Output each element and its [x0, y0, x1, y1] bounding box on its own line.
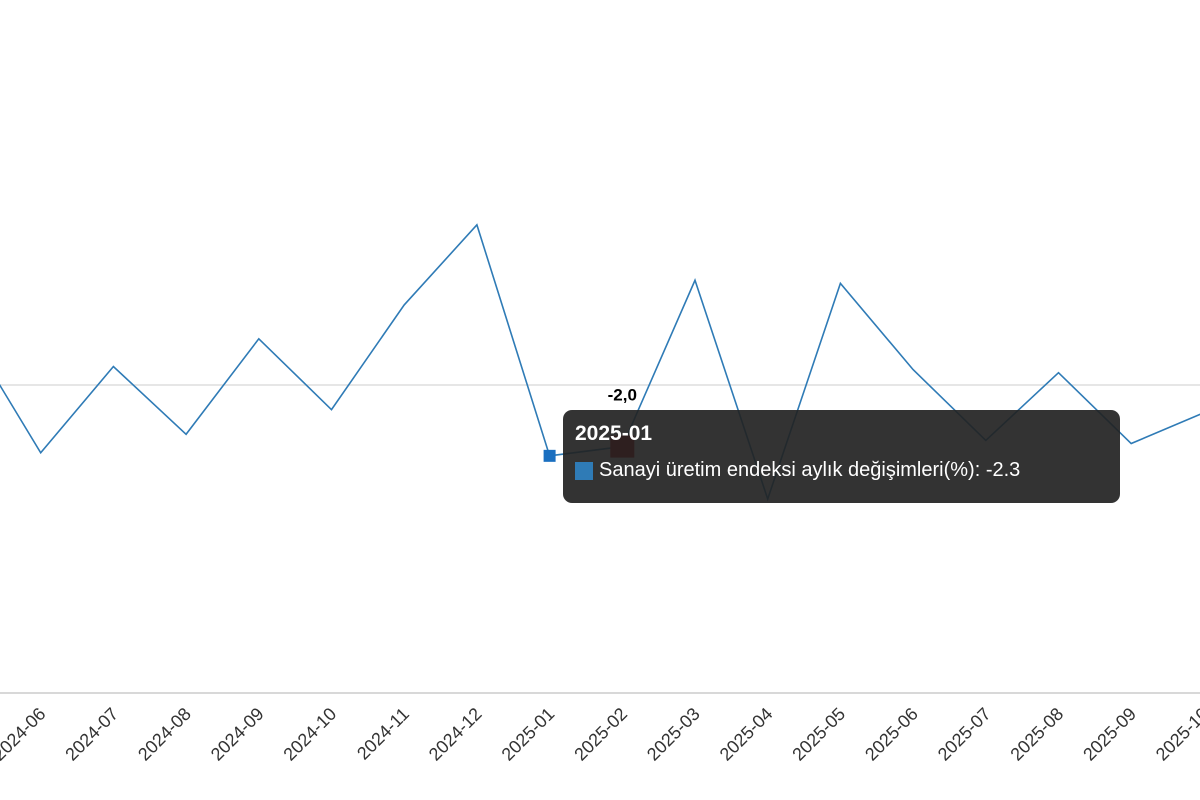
x-tick-label: 2024-09	[207, 704, 268, 765]
x-tick-label: 2024-07	[61, 704, 122, 765]
value-label: -2,0	[608, 386, 637, 405]
hover-marker	[543, 449, 556, 462]
tooltip-series: Sanayi üretim endeksi aylık değişimleri(…	[599, 459, 975, 481]
x-tick-label: 2025-09	[1079, 704, 1140, 765]
x-tick-label: 2024-10	[279, 704, 340, 765]
x-tick-label: 2025-10	[1152, 704, 1200, 765]
tooltip: 2025-01 Sanayi üretim endeksi aylık deği…	[563, 410, 1120, 503]
x-tick-label: 2025-07	[934, 704, 995, 765]
x-tick-label: 2024-06	[0, 704, 50, 765]
x-tick-label: 2025-02	[570, 704, 631, 765]
x-tick-label: 2024-12	[425, 704, 486, 765]
x-tick-label: 2025-04	[716, 704, 777, 765]
tooltip-sep: :	[974, 459, 986, 481]
x-tick-label: 2025-03	[643, 704, 704, 765]
tooltip-row: Sanayi üretim endeksi aylık değişimleri(…	[575, 459, 1108, 482]
x-tick-label: 2025-08	[1006, 704, 1067, 765]
tooltip-value: -2.3	[985, 459, 1021, 481]
x-tick-label: 2024-11	[353, 704, 413, 764]
x-tick-label: 2025-06	[861, 704, 922, 765]
x-tick-label: 2024-08	[134, 704, 195, 765]
tooltip-title: 2025-01	[575, 422, 653, 445]
tooltip-swatch	[575, 461, 593, 480]
x-tick-label: 2025-05	[788, 704, 849, 765]
x-tick-label: 2025-01	[498, 704, 559, 765]
